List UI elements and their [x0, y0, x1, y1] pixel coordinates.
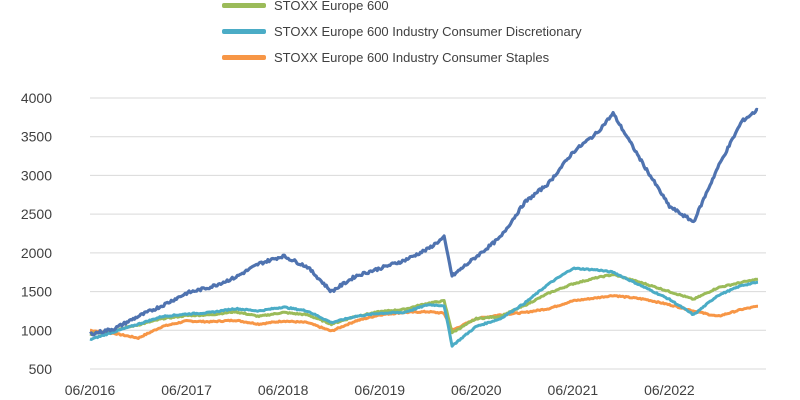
legend-swatch-consumer-staples — [222, 54, 266, 60]
series-line-3 — [89, 294, 759, 340]
legend-swatch-stoxx-600 — [222, 2, 266, 8]
x-axis-ticks: 06/2016 06/2017 06/2018 06/2019 06/2020 06/20… — [65, 382, 695, 398]
x-tick-label: 06/2019 — [354, 382, 405, 398]
x-tick-label: 06/2021 — [548, 382, 599, 398]
y-axis-ticks: 500 1000 1500 2000 2500 3000 3500 4000 — [21, 90, 52, 377]
x-tick-label: 06/2018 — [258, 382, 309, 398]
x-tick-label: 06/2016 — [65, 382, 116, 398]
series-line-1 — [89, 272, 759, 336]
legend-label-consumer-discretionary: STOXX Europe 600 Industry Consumer Discr… — [274, 23, 582, 39]
y-tick-label: 3500 — [21, 129, 52, 145]
x-tick-label: 06/2022 — [644, 382, 695, 398]
y-tick-label: 500 — [29, 361, 53, 377]
y-tick-label: 1000 — [21, 322, 52, 338]
y-tick-label: 4000 — [21, 90, 52, 106]
series-line-2 — [89, 266, 759, 348]
legend-item-stoxx-600: STOXX Europe 600 — [222, 0, 582, 18]
gridlines — [90, 97, 766, 370]
x-tick-label: 06/2017 — [161, 382, 212, 398]
y-tick-label: 2500 — [21, 206, 52, 222]
legend-label-stoxx-600: STOXX Europe 600 — [274, 0, 389, 13]
legend-item-consumer-staples: STOXX Europe 600 Industry Consumer Stapl… — [222, 44, 582, 70]
legend: STOXX Europe 600 STOXX Europe 600 Indust… — [222, 0, 582, 70]
y-tick-label: 1500 — [21, 284, 52, 300]
series-line-0 — [89, 107, 759, 337]
x-tick-label: 06/2020 — [451, 382, 502, 398]
series-lines — [89, 107, 759, 348]
legend-label-consumer-staples: STOXX Europe 600 Industry Consumer Stapl… — [274, 49, 550, 65]
legend-item-consumer-discretionary: STOXX Europe 600 Industry Consumer Discr… — [222, 18, 582, 44]
y-tick-label: 2000 — [21, 245, 52, 261]
y-tick-label: 3000 — [21, 167, 52, 183]
legend-swatch-consumer-discretionary — [222, 28, 266, 34]
